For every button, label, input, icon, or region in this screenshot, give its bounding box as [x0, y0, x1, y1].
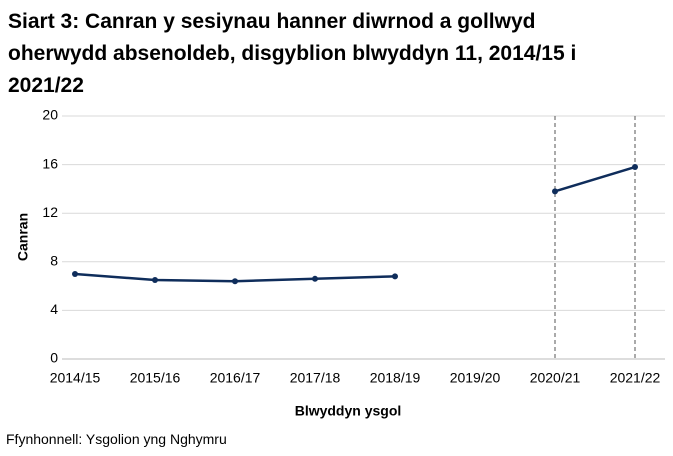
- data-point: [312, 275, 318, 282]
- x-tick-label: 2018/19: [370, 370, 421, 386]
- x-tick-label: 2017/18: [290, 370, 341, 386]
- x-tick-label: 2019/20: [450, 370, 501, 386]
- y-axis-label: Canran: [15, 213, 31, 261]
- data-point: [552, 188, 558, 195]
- data-line: [74, 165, 636, 283]
- y-tick-label: 20: [42, 107, 58, 123]
- y-tick-label: 16: [42, 155, 58, 171]
- source-note: Ffynhonnell: Ysgolion yng Nghymru: [6, 431, 227, 447]
- x-tick-label: 2016/17: [210, 370, 261, 386]
- x-tick-label: 2014/15: [50, 370, 101, 386]
- x-tick-label: 2015/16: [130, 370, 181, 386]
- y-tick-label: 8: [50, 253, 58, 269]
- x-tick-label: 2020/21: [530, 370, 581, 386]
- data-point: [632, 164, 638, 171]
- y-tick-label: 4: [50, 301, 58, 317]
- data-point: [232, 278, 238, 285]
- chart-title: Siart 3: Canran y sesiynau hanner diwrno…: [8, 10, 577, 97]
- data-point: [72, 270, 78, 277]
- x-axis-label: Blwyddyn ysgol: [295, 403, 402, 419]
- y-tick-label: 12: [42, 204, 58, 220]
- y-tick-label: 0: [50, 350, 58, 366]
- data-point: [392, 273, 398, 280]
- data-point: [152, 277, 158, 284]
- x-tick-label: 2021/22: [610, 370, 661, 386]
